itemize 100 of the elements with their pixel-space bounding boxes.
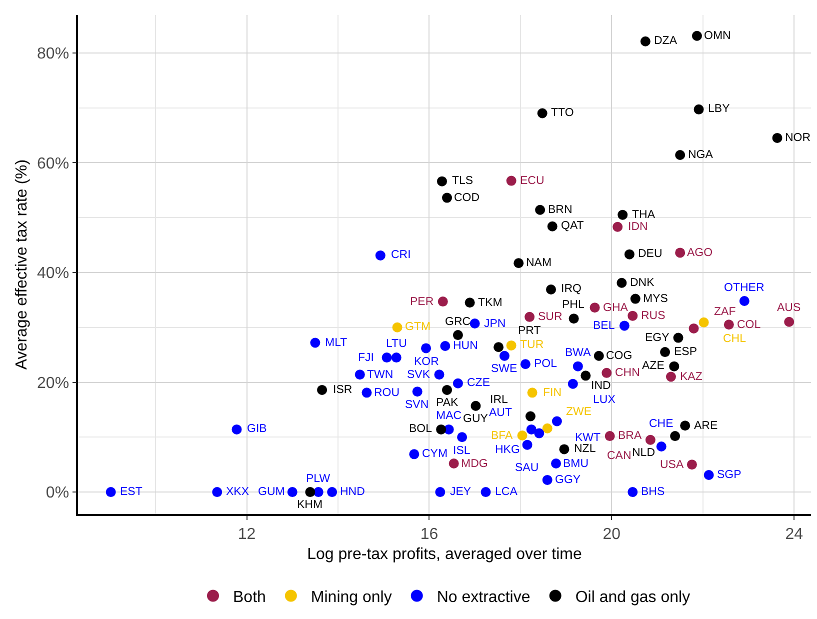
point — [739, 296, 750, 306]
point — [232, 424, 242, 434]
point — [327, 487, 338, 498]
annotation: TTO — [551, 107, 574, 119]
point — [527, 388, 538, 398]
point — [522, 440, 532, 450]
annotation: ZWE — [566, 406, 592, 418]
annotation: GRC — [445, 316, 471, 328]
point — [542, 474, 552, 485]
annotation: DNK — [630, 277, 655, 289]
annotation: CRI — [391, 249, 411, 261]
point — [317, 384, 328, 395]
annotation: AZE — [642, 360, 665, 372]
annotation: SUR — [538, 311, 562, 323]
annotation: COD — [454, 192, 480, 204]
point — [670, 431, 680, 442]
point — [452, 330, 463, 340]
point — [675, 150, 686, 160]
annotation: MAC — [436, 410, 462, 422]
annotation: TLS — [452, 175, 474, 187]
point — [375, 250, 386, 260]
annotation: OTHER — [724, 282, 764, 294]
annotation: TKM — [478, 297, 502, 309]
point — [542, 423, 552, 434]
annotation: IDN — [628, 221, 648, 233]
point — [580, 370, 591, 381]
annotation: NGA — [688, 149, 714, 161]
point — [669, 361, 680, 372]
x-axis-title: Log pre-tax profits, averaged over time — [307, 546, 582, 564]
point — [313, 487, 324, 498]
point — [692, 30, 702, 41]
annotation: KHM — [297, 499, 323, 511]
annotation: HUN — [453, 340, 478, 352]
annotation: GHA — [603, 302, 628, 314]
point — [362, 388, 372, 398]
annotation: KAZ — [680, 371, 702, 383]
point — [666, 372, 676, 382]
point — [675, 248, 686, 258]
annotation: RUS — [641, 310, 666, 322]
point — [698, 317, 709, 328]
annotation: ZAF — [714, 306, 736, 318]
point — [680, 420, 690, 431]
point — [616, 278, 627, 288]
point — [391, 352, 402, 363]
annotation: BRN — [548, 204, 572, 216]
x-tick-label: 16 — [420, 526, 438, 543]
annotation: CAN — [607, 450, 632, 462]
point — [688, 323, 699, 334]
point — [645, 434, 656, 445]
annotation: NLD — [632, 447, 656, 459]
annotation: ISL — [453, 445, 471, 457]
annotation: CHL — [723, 333, 747, 345]
legend-label: No extractive — [436, 589, 530, 606]
annotation: BOL — [409, 423, 433, 435]
annotation: FJI — [358, 352, 374, 364]
point — [572, 361, 583, 372]
annotation: AUS — [777, 302, 801, 314]
point — [494, 342, 504, 352]
annotation: ARE — [694, 420, 718, 432]
point — [568, 314, 579, 324]
point — [448, 458, 459, 468]
annotation: JPN — [484, 318, 506, 330]
point — [673, 332, 684, 343]
annotation: CYM — [422, 448, 448, 460]
annotation: HND — [340, 486, 365, 498]
annotation: USA — [660, 459, 684, 471]
point — [628, 310, 638, 321]
point — [604, 431, 615, 442]
point — [660, 347, 670, 358]
annotation: ECU — [520, 175, 544, 187]
x-tick-label: 24 — [785, 526, 804, 543]
annotation: CHN — [615, 367, 640, 379]
annotation: MDG — [461, 458, 488, 470]
point — [535, 204, 546, 215]
annotation: GGY — [555, 474, 581, 486]
point — [526, 424, 536, 434]
point — [382, 352, 392, 363]
annotation: HKG — [495, 444, 520, 456]
annotation: SAU — [515, 462, 539, 474]
point — [464, 298, 475, 308]
point — [436, 176, 447, 186]
point — [546, 284, 556, 294]
annotation: MYS — [643, 293, 668, 305]
annotation: NZL — [574, 443, 596, 455]
annotation: GTM — [405, 321, 431, 333]
annotation: EGY — [645, 332, 670, 344]
point — [630, 294, 640, 304]
point — [438, 296, 448, 307]
point — [656, 441, 666, 452]
point — [287, 487, 298, 498]
annotation: FIN — [543, 387, 562, 399]
point — [517, 430, 528, 440]
annotation: XKX — [226, 486, 250, 498]
annotation: CHE — [649, 418, 674, 430]
annotation: PAK — [436, 397, 458, 409]
point — [506, 176, 516, 186]
y-tick-label: 80% — [37, 45, 70, 62]
annotation: LUX — [593, 394, 616, 406]
annotation: COL — [737, 319, 762, 331]
point — [212, 487, 222, 498]
